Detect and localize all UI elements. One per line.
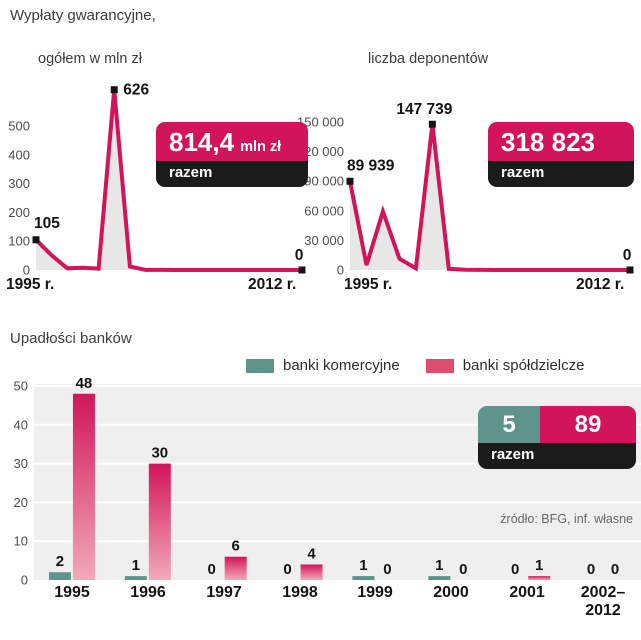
- bar-category-2001: 2001: [509, 584, 545, 601]
- y-tick-label: 400: [8, 147, 30, 162]
- failures-total-commercial: 5: [478, 406, 540, 443]
- bar-commercial: [48, 572, 71, 580]
- depositors-chart-title: liczba deponentów: [368, 51, 489, 67]
- point-label: 105: [34, 215, 60, 232]
- depositors-total-top: 318 823: [488, 122, 634, 161]
- failures-total-caption: razem: [478, 443, 636, 469]
- bar-cooperative: [148, 463, 171, 580]
- y-tick-label: 150 000: [297, 114, 344, 129]
- data-line: [348, 123, 630, 272]
- point-label: 0: [623, 247, 632, 264]
- bar-category-1996: 1996: [130, 584, 166, 601]
- point-marker: [32, 236, 40, 244]
- bar-value-label: 4: [307, 545, 316, 562]
- bar-cooperative: [300, 564, 323, 580]
- depositors-x-start-label: 1995 r.: [344, 276, 393, 293]
- bar-commercial: [124, 576, 147, 580]
- point-label: 147 739: [396, 101, 452, 118]
- bar-cooperative: [72, 393, 95, 580]
- payouts-x-start-label: 1995 r.: [6, 276, 55, 293]
- point-label: 0: [295, 247, 304, 264]
- bar-category-1999: 1999: [357, 584, 393, 601]
- y-tick-label: 100: [8, 234, 30, 249]
- bar-value-label: 1: [359, 557, 367, 574]
- y-tick-label: 120 000: [297, 144, 344, 159]
- point-marker: [626, 266, 634, 274]
- point-marker: [298, 266, 306, 274]
- point-marker: [428, 120, 436, 128]
- failures-legend: banki komercyjne banki spółdzielcze: [246, 357, 584, 374]
- page-title: Wypłaty gwarancyjne,: [10, 7, 156, 24]
- bar-value-label: 0: [587, 561, 595, 578]
- bar-value-label: 30: [151, 445, 168, 462]
- payouts-total-top: 814,4 mln zł: [156, 122, 308, 161]
- bar-value-label: 1: [435, 557, 443, 574]
- bar-value-label: 1: [132, 557, 140, 574]
- payouts-chart-title: ogółem w mln zł: [38, 51, 142, 67]
- point-marker: [346, 177, 354, 185]
- bar-value-label: 0: [208, 561, 216, 578]
- bar-cooperative: [224, 556, 247, 580]
- depositors-total-caption: razem: [488, 160, 634, 187]
- bar-category-1997: 1997: [206, 584, 242, 601]
- y-tick-label: 0: [21, 573, 28, 588]
- bar-commercial: [428, 576, 451, 580]
- depositors-total-badge: 318 823 razem: [488, 122, 634, 187]
- bar-value-label: 0: [611, 561, 619, 578]
- y-tick-label: 10: [14, 534, 28, 549]
- payouts-total-caption: razem: [156, 160, 308, 187]
- depositors-x-end-label: 2012 r.: [576, 276, 625, 293]
- y-tick-label: 30: [14, 456, 28, 471]
- y-tick-label: 200: [8, 205, 30, 220]
- y-tick-label: 50: [14, 379, 28, 394]
- y-tick-label: 300: [8, 176, 30, 191]
- legend-swatch-cooperative-banks: [425, 358, 454, 373]
- y-tick-label: 60 000: [304, 203, 344, 218]
- point-marker: [110, 86, 118, 94]
- failures-total-split: 5 89: [478, 406, 636, 443]
- y-tick-label: 90 000: [304, 174, 344, 189]
- y-tick-label: 30 000: [304, 233, 344, 248]
- bar-commercial: [352, 576, 375, 580]
- bar-category-2000: 2000: [433, 584, 469, 601]
- legend-label-cooperative-banks: banki spółdzielcze: [462, 357, 585, 374]
- payouts-total-badge: 814,4 mln zł razem: [156, 122, 308, 187]
- bar-value-label: 0: [511, 561, 519, 578]
- bar-cooperative: [528, 576, 551, 580]
- failures-total-cooperative: 89: [540, 406, 636, 443]
- bar-value-label: 2: [56, 553, 64, 570]
- payouts-x-end-label: 2012 r.: [248, 276, 297, 293]
- y-tick-label: 0: [337, 263, 344, 278]
- payouts-line-chart: 0 100 200 300 400 500 105 626 0: [8, 82, 306, 278]
- failures-chart-title: Upadłości banków: [10, 330, 132, 347]
- y-tick-label: 500: [8, 119, 30, 134]
- bar-category-2002-2012: 2002–2012: [580, 584, 626, 620]
- bar-value-label: 1: [535, 557, 543, 574]
- bar-category-1998: 1998: [282, 584, 318, 601]
- point-label: 89 939: [347, 157, 395, 174]
- bar-value-label: 0: [383, 561, 391, 578]
- payouts-total-value: 814,4: [169, 127, 235, 157]
- source-note: źródło: BFG, inf. własne: [500, 512, 633, 526]
- bar-value-label: 48: [76, 375, 93, 392]
- data-line: [34, 89, 302, 272]
- y-tick-label: 20: [14, 495, 28, 510]
- legend-swatch-commercial-banks: [246, 358, 274, 373]
- y-tick-label: 40: [14, 417, 28, 432]
- bar-value-label: 0: [283, 561, 291, 578]
- legend-label-commercial-banks: banki komercyjne: [283, 357, 400, 374]
- failures-total-badge: 5 89 razem: [478, 406, 636, 469]
- bar-value-label: 6: [232, 538, 240, 555]
- payouts-total-unit: mln zł: [240, 139, 282, 155]
- point-label: 626: [123, 82, 149, 99]
- y-tick-label: 0: [23, 263, 30, 278]
- depositors-total-value: 318 823: [501, 127, 595, 157]
- bar-value-label: 0: [459, 561, 467, 578]
- bar-category-1995: 1995: [54, 584, 90, 601]
